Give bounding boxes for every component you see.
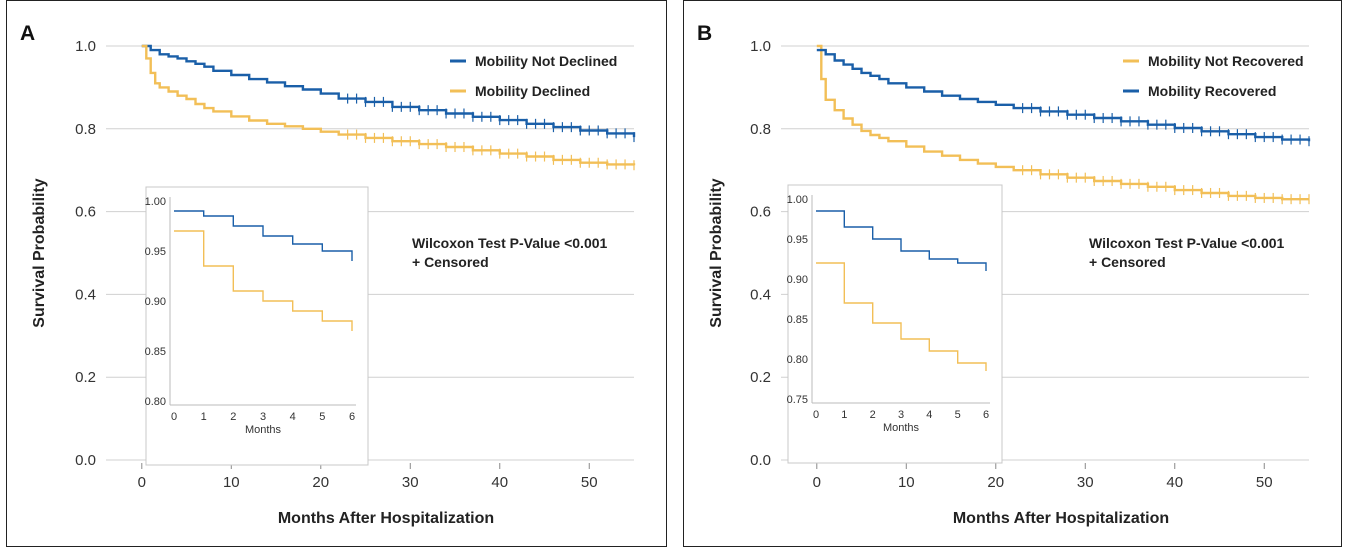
panel-letter: B: [697, 22, 712, 45]
x-tick-label: 50: [1256, 474, 1273, 491]
legend-label: Mobility Declined: [475, 83, 590, 99]
legend-item: Mobility Declined: [450, 83, 590, 99]
inset-chart: 0.75 0.80 0.85 0.90 0.95 1.00 0 1 2 3 4 5 6 Months: [787, 184, 1003, 464]
legend-item: Mobility Not Declined: [450, 53, 617, 69]
y-tick-label: 0.8: [750, 121, 771, 138]
inset-y-tick-label: 0.90: [787, 274, 808, 286]
inset-x-tick-label: 6: [349, 411, 355, 423]
inset-frame: [787, 184, 1003, 464]
inset-y-tick-label: 0.80: [145, 396, 166, 408]
x-tick-label: 0: [138, 474, 146, 491]
inset-x-axis-title: Months: [883, 422, 920, 434]
y-tick-label: 0.2: [75, 369, 96, 386]
x-tick-label: 20: [312, 474, 329, 491]
inset-y-tick-label: 0.95: [145, 246, 166, 258]
x-tick-label: 40: [491, 474, 508, 491]
inset-y-tick-label: 0.85: [787, 314, 808, 326]
inset-y-tick-label: 1.00: [145, 196, 166, 208]
x-axis-title: Months After Hospitalization: [953, 510, 1169, 527]
inset-y-tick-label: 0.80: [787, 354, 808, 366]
inset-curve-yellow: [816, 262, 987, 371]
y-tick-label: 0.4: [750, 286, 771, 303]
x-tick-label: 10: [223, 474, 240, 491]
series-mobility-declined: [141, 44, 636, 171]
legend-label: Mobility Recovered: [1148, 83, 1276, 99]
y-axis-title: Survival Probability: [708, 178, 725, 327]
inset-x-tick-label: 5: [319, 411, 325, 423]
inset-y-tick-label: 0.75: [787, 394, 808, 406]
y-tick-label: 0.6: [75, 204, 96, 221]
inset-curve-blue: [816, 210, 987, 271]
inset-curve-blue: [174, 210, 353, 261]
inset-x-tick-label: 4: [290, 411, 296, 423]
y-tick-label: 1.0: [75, 38, 96, 55]
inset-y-tick-label: 0.95: [787, 234, 808, 246]
series-mobility-recovered: [816, 48, 1311, 147]
inset-x-tick-label: 3: [260, 411, 266, 423]
x-tick-label: 10: [898, 474, 915, 491]
x-tick-label: 30: [1077, 474, 1094, 491]
inset-x-axis-title: Months: [245, 424, 282, 436]
y-tick-label: 0.8: [75, 121, 96, 138]
x-tick-label: 0: [813, 474, 821, 491]
inset-x-tick-label: 0: [813, 409, 819, 421]
inset-frame: [145, 186, 369, 466]
inset-x-tick-label: 2: [870, 409, 876, 421]
y-tick-label: 0.6: [750, 204, 771, 221]
inset-y-tick-label: 0.90: [145, 296, 166, 308]
inset-x-tick-label: 3: [898, 409, 904, 421]
legend-label: Mobility Not Declined: [475, 53, 617, 69]
y-tick-label: 0.4: [75, 286, 96, 303]
x-axis-title: Months After Hospitalization: [278, 510, 494, 527]
y-tick-label: 1.0: [750, 38, 771, 55]
test-annotation: Wilcoxon Test P-Value <0.001: [1089, 235, 1285, 251]
test-annotation: + Censored: [412, 254, 489, 270]
inset-x-tick-label: 4: [926, 409, 932, 421]
y-tick-label: 0.0: [75, 452, 96, 469]
series-mobility-not-recovered: [816, 44, 1310, 205]
x-tick-label: 40: [1166, 474, 1183, 491]
survival-curve: [816, 44, 1309, 201]
series-mobility-not-declined: [141, 44, 636, 143]
x-tick-label: 20: [987, 474, 1004, 491]
y-tick-label: 0.0: [750, 452, 771, 469]
legend-item: Mobility Not Recovered: [1123, 53, 1304, 69]
test-annotation: Wilcoxon Test P-Value <0.001: [412, 235, 608, 251]
inset-y-tick-label: 0.85: [145, 346, 166, 358]
inset-chart: 0.80 0.85 0.90 0.95 1.00 0 1 2 3 4 5 6 Months: [145, 186, 369, 466]
x-tick-label: 50: [581, 474, 598, 491]
inset-x-tick-label: 1: [201, 411, 207, 423]
panel-letter: A: [20, 22, 35, 45]
legend-label: Mobility Not Recovered: [1148, 53, 1304, 69]
inset-x-tick-label: 0: [171, 411, 177, 423]
y-tick-label: 0.2: [750, 369, 771, 386]
test-annotation: + Censored: [1089, 254, 1166, 270]
inset-curve-yellow: [174, 230, 353, 331]
inset-x-tick-label: 6: [983, 409, 989, 421]
inset-x-tick-label: 2: [230, 411, 236, 423]
legend-item: Mobility Recovered: [1123, 83, 1276, 99]
inset-x-tick-label: 1: [841, 409, 847, 421]
x-tick-label: 30: [402, 474, 419, 491]
inset-y-tick-label: 1.00: [787, 194, 808, 206]
inset-x-tick-label: 5: [955, 409, 961, 421]
y-axis-title: Survival Probability: [31, 178, 48, 327]
